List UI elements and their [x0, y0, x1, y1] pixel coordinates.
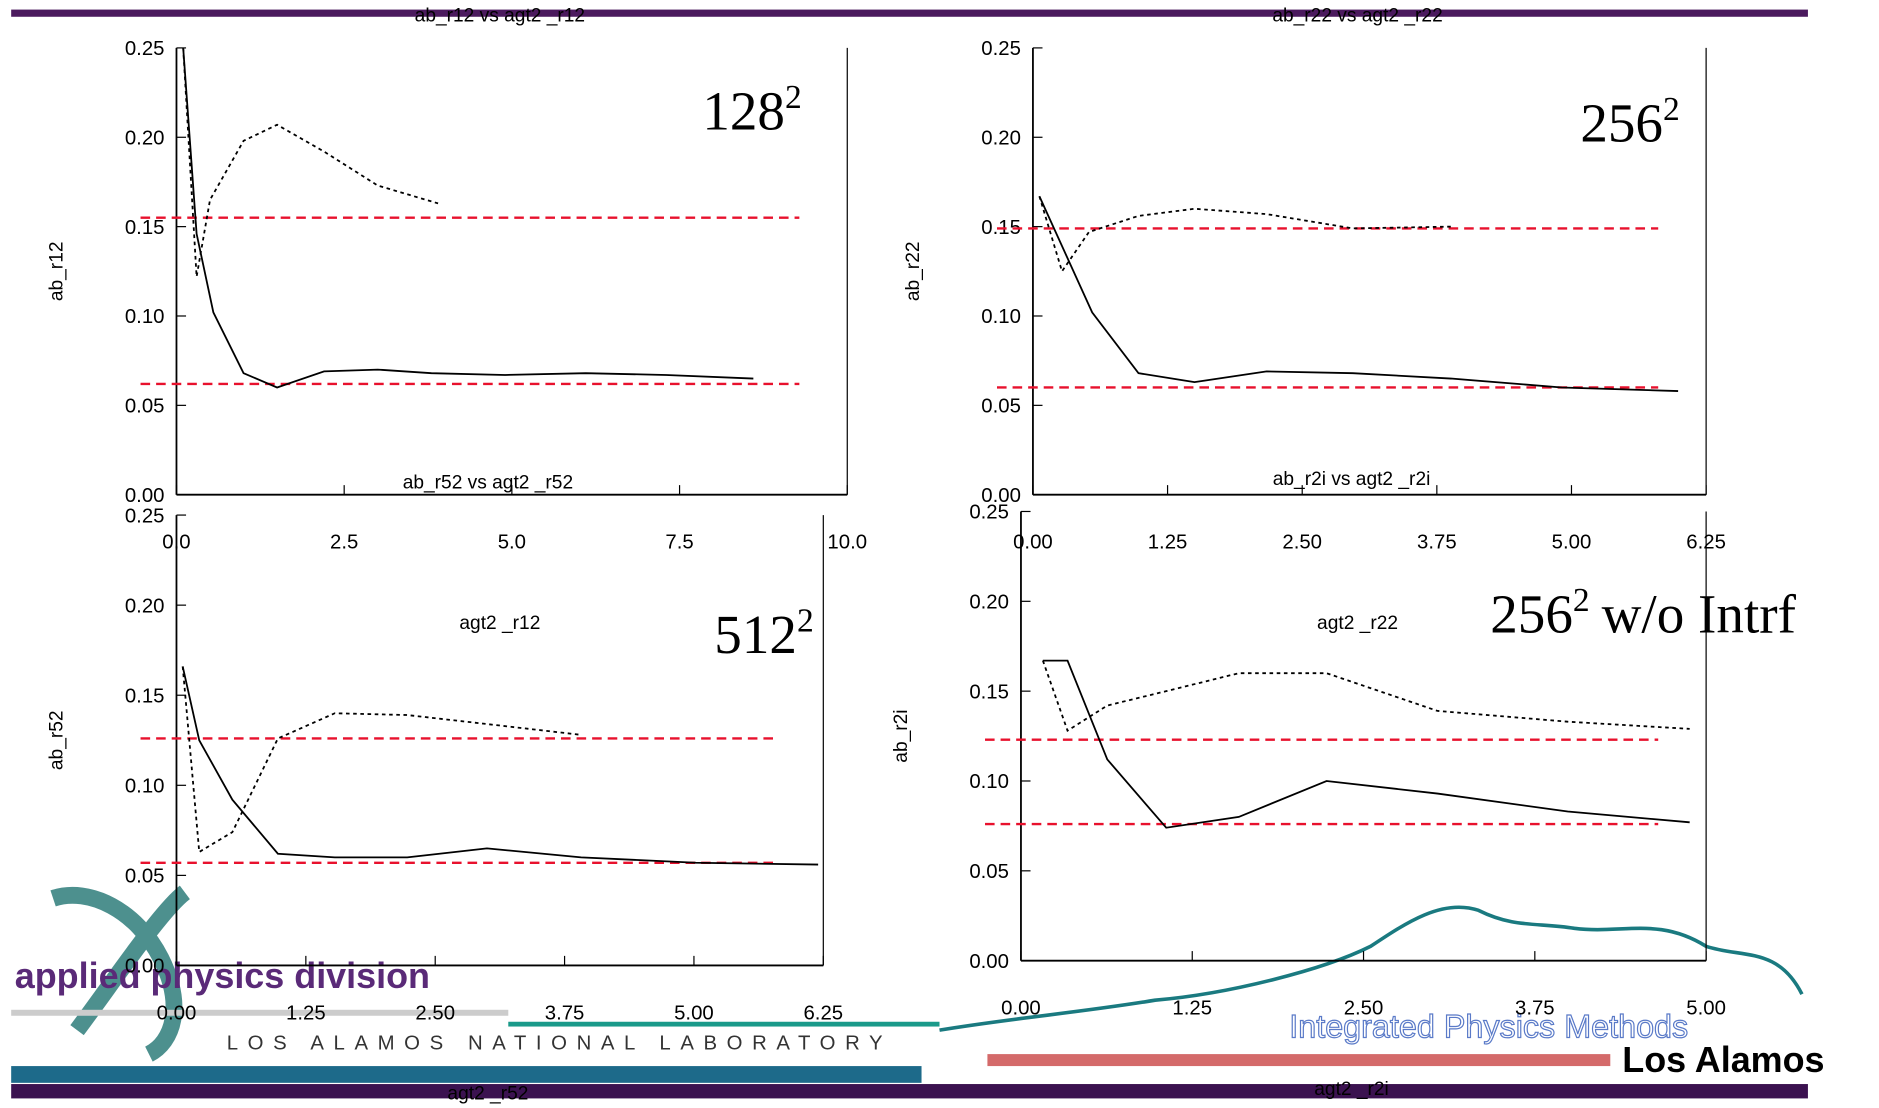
chart-title: ab_r12 vs agt2 _r12	[415, 6, 585, 27]
group-text: Integrated Physics Methods	[1289, 1008, 1688, 1044]
x-tick-label: 0.00	[1013, 532, 1053, 554]
x-tick-label: 3.75	[1417, 532, 1457, 554]
y-tick-label: 0.00	[125, 956, 165, 978]
y-tick-label: 0.15	[125, 217, 165, 239]
x-axis-label: agt2 _r2i	[1314, 1079, 1389, 1100]
chart: 0.000.050.100.150.200.250.00 1.25 2.50 3.75…	[891, 469, 1796, 1100]
x-tick-label: 5.00	[1552, 532, 1592, 554]
y-tick-label: 0.05	[981, 396, 1021, 418]
y-axis-label: ab_r2i	[891, 709, 912, 762]
size-annotation: 5122	[714, 602, 813, 665]
y-tick-label: 0.20	[981, 127, 1021, 149]
x-tick-label: 1.25	[1148, 532, 1188, 554]
size-annotation: 2562 w/o Intrf	[1490, 582, 1796, 645]
x-axis-label: agt2 _r52	[447, 1084, 528, 1105]
data-line	[1038, 195, 1679, 392]
data-line	[1042, 659, 1690, 829]
y-tick-label: 0.25	[969, 502, 1009, 524]
x-tick-label: 3.75	[545, 1002, 585, 1024]
y-tick-label: 0.00	[969, 951, 1009, 973]
y-axis-label: ab_r12	[47, 241, 68, 301]
chart-title: ab_r2i vs agt2 _r2i	[1273, 469, 1431, 490]
x-axis-label: agt2 _r12	[459, 613, 540, 634]
red-bar	[987, 1054, 1611, 1067]
annotation-base: 512	[714, 604, 797, 665]
y-tick-label: 0.20	[969, 592, 1009, 614]
teal-rule	[508, 1021, 940, 1027]
x-tick-label: 2.50	[1344, 998, 1384, 1020]
logo-area: applied physics division LOS ALAMOS NATI…	[11, 885, 1825, 1099]
chart-title: ab_r22 vs agt2 _r22	[1272, 6, 1442, 27]
x-tick-label: 0.00	[1001, 998, 1041, 1020]
y-tick-label: 0.05	[125, 396, 165, 418]
annotation-sup: 2	[785, 79, 802, 116]
x-tick-label: 1.25	[1172, 998, 1212, 1020]
data-line	[1042, 660, 1690, 733]
x-tick-label: 10.0	[827, 532, 867, 554]
x-tick-label: 2.50	[1282, 532, 1322, 554]
annotation-sup: 2	[797, 602, 814, 639]
annotation-base: 256	[1490, 583, 1573, 644]
x-tick-label: 1.25	[286, 1002, 326, 1024]
data-line	[181, 666, 819, 866]
blue-bar	[11, 1066, 922, 1083]
y-tick-label: 0.00	[125, 485, 165, 507]
y-axis-label: ab_r52	[47, 710, 68, 770]
y-tick-label: 0.15	[969, 681, 1009, 703]
x-tick-label: 5.0	[498, 532, 526, 554]
rule	[11, 1009, 509, 1016]
annotation-suffix: w/o Intrf	[1602, 583, 1797, 644]
y-tick-label: 0.15	[125, 685, 165, 707]
size-annotation: 2562	[1580, 91, 1679, 154]
x-tick-label: 0.00	[157, 1002, 197, 1024]
data-line	[182, 47, 754, 389]
chart: 0.000.050.100.150.200.250.0 2.5 5.0 7.5 10.0…	[47, 6, 867, 634]
top-bar	[11, 9, 1808, 17]
y-axis-label: ab_r22	[903, 241, 924, 301]
y-tick-label: 0.20	[125, 127, 165, 149]
x-tick-label: 5.00	[1686, 998, 1726, 1020]
data-line	[182, 47, 439, 277]
y-tick-label: 0.25	[125, 38, 165, 60]
x-axis-label: agt2 _r22	[1317, 613, 1398, 634]
y-tick-label: 0.00	[981, 485, 1021, 507]
org-text: Los Alamos	[1622, 1039, 1824, 1080]
y-tick-label: 0.05	[969, 861, 1009, 883]
y-tick-label: 0.25	[981, 38, 1021, 60]
x-tick-label: 6.25	[803, 1002, 843, 1024]
chart-title: ab_r52 vs agt2 _r52	[403, 473, 573, 494]
y-tick-label: 0.10	[981, 306, 1021, 328]
chart: 0.000.050.100.150.200.250.00 1.25 2.50 3.75…	[47, 473, 843, 1105]
data-line	[1038, 195, 1451, 274]
chart: 0.000.050.100.150.200.250.00 1.25 2.50 3.75…	[903, 6, 1726, 634]
annotation-sup: 2	[1573, 582, 1590, 619]
size-annotation: 1282	[702, 79, 801, 142]
lab-text: LOS ALAMOS NATIONAL LABORATORY	[227, 1032, 892, 1054]
y-tick-label: 0.10	[969, 771, 1009, 793]
bottom-bar	[11, 1084, 1808, 1099]
x-tick-label: 2.50	[415, 1002, 455, 1024]
x-tick-label: 2.5	[330, 532, 358, 554]
x-tick-label: 3.75	[1515, 998, 1555, 1020]
annotation-base: 256	[1580, 92, 1663, 153]
x-tick-label: 5.00	[674, 1002, 714, 1024]
x-tick-label: 7.5	[665, 532, 693, 554]
annotation-sup: 2	[1663, 91, 1680, 128]
y-tick-label: 0.10	[125, 775, 165, 797]
y-tick-label: 0.05	[125, 866, 165, 888]
data-line	[181, 666, 582, 854]
annotation-base: 128	[702, 80, 785, 141]
division-text: applied physics division	[15, 955, 430, 996]
y-tick-label: 0.25	[125, 505, 165, 527]
y-tick-label: 0.10	[125, 306, 165, 328]
y-tick-label: 0.20	[125, 595, 165, 617]
